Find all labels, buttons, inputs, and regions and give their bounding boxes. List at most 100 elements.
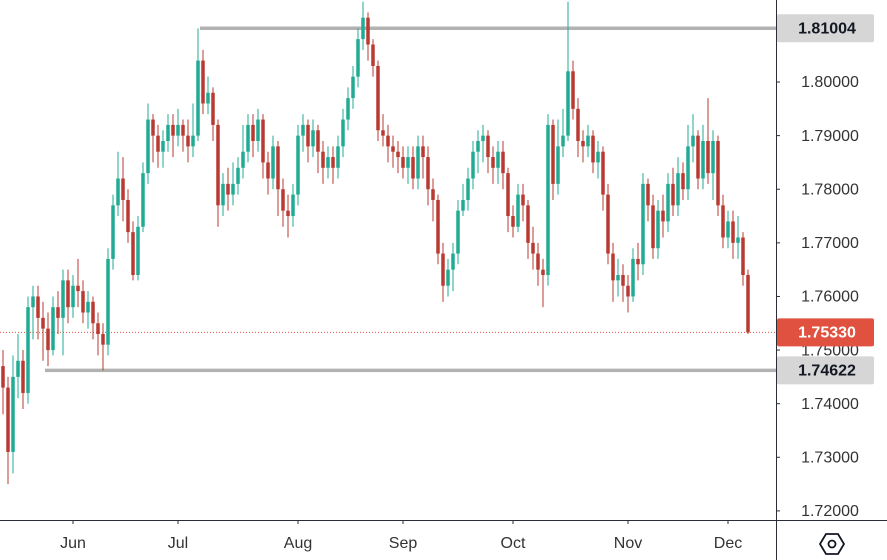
candle-body	[501, 151, 505, 174]
candle-body	[536, 253, 540, 270]
candle-body	[646, 183, 650, 206]
candle-body	[661, 210, 665, 222]
candle-body	[71, 285, 75, 308]
candle-body	[66, 280, 70, 308]
candle-body	[236, 167, 240, 184]
candle-body	[126, 199, 130, 233]
candle-body	[506, 173, 510, 217]
candle-body	[191, 135, 195, 147]
candle-body	[526, 205, 530, 243]
candle-body	[296, 135, 300, 195]
candle-body	[351, 76, 355, 99]
settings-icon	[818, 533, 846, 555]
candle-body	[491, 157, 495, 168]
candle-body	[136, 226, 140, 276]
candle-body	[431, 189, 435, 200]
candle-body	[416, 146, 420, 179]
level-label-box	[777, 14, 874, 43]
candle-body	[396, 151, 400, 158]
candle-body	[626, 285, 630, 297]
candle-body	[6, 387, 10, 452]
candle-body	[711, 140, 715, 174]
candle-body	[61, 280, 65, 318]
candle-body	[731, 221, 735, 243]
candle-body	[441, 253, 445, 286]
y-tick-label: 1.78000	[801, 181, 859, 198]
y-tick-label: 1.77000	[801, 235, 859, 252]
candle-body	[281, 189, 285, 211]
candle-body	[346, 98, 350, 120]
candle-body	[366, 17, 370, 45]
candle-body	[476, 140, 480, 152]
candle-body	[86, 301, 90, 313]
candle-body	[196, 60, 200, 136]
levels-layer	[0, 26, 776, 373]
x-tick-label: Oct	[501, 535, 526, 552]
y-tick-label: 1.76000	[801, 289, 859, 306]
candle-body	[36, 296, 40, 318]
candle-body	[211, 92, 215, 125]
candle-body	[651, 205, 655, 249]
candle-body	[666, 183, 670, 222]
candle-body	[81, 291, 85, 313]
candle-body	[1, 366, 5, 388]
candle-body	[571, 71, 575, 109]
candle-body	[266, 162, 270, 179]
candle-body	[641, 183, 645, 265]
level-label: 1.81004	[798, 20, 856, 37]
candle-body	[466, 178, 470, 200]
settings-button[interactable]	[818, 533, 846, 555]
candle-body	[691, 135, 695, 147]
candle-body	[516, 194, 520, 227]
candle-body	[736, 237, 740, 243]
level-label-box	[777, 356, 874, 385]
candle-body	[726, 221, 730, 238]
candle-body	[256, 119, 260, 141]
candle-body	[541, 269, 545, 276]
candle-body	[681, 173, 685, 190]
candle-body	[261, 119, 265, 163]
y-tick-label: 1.75000	[801, 342, 859, 359]
candle-body	[101, 333, 105, 345]
candle-body	[451, 253, 455, 270]
x-tick-label: Jun	[60, 535, 86, 552]
candle-body	[426, 157, 430, 190]
candle-body	[606, 194, 610, 254]
candle-body	[446, 269, 450, 286]
candle-body	[386, 135, 390, 147]
candle-body	[611, 253, 615, 281]
candle-body	[581, 140, 585, 147]
candle-body	[216, 124, 220, 206]
candle-body	[511, 216, 515, 227]
candle-body	[376, 65, 380, 131]
candle-body	[271, 146, 275, 179]
settings-icon-center	[827, 539, 837, 549]
candle-body	[461, 199, 465, 211]
x-tick-label: Nov	[614, 535, 642, 552]
x-tick-label: Sep	[389, 535, 418, 552]
candle-body	[361, 17, 365, 40]
candle-body	[231, 183, 235, 195]
candle-body	[11, 376, 15, 452]
candle-body	[566, 71, 570, 136]
candle-body	[91, 301, 95, 324]
candle-body	[171, 124, 175, 136]
candle-body	[291, 194, 295, 217]
candle-body	[176, 124, 180, 136]
candle-body	[21, 360, 25, 393]
candle-body	[31, 296, 35, 308]
candle-body	[481, 135, 485, 141]
candle-body	[741, 237, 745, 276]
candle-body	[51, 307, 55, 351]
candle-body	[146, 119, 150, 174]
candle-body	[631, 258, 635, 297]
candle-body	[106, 258, 110, 345]
y-tick-label: 1.73000	[801, 449, 859, 466]
candle-body	[706, 140, 710, 174]
candle-body	[551, 124, 555, 184]
candle-body	[276, 146, 280, 190]
candle-body	[671, 183, 675, 206]
y-tick-label: 1.79000	[801, 128, 859, 145]
